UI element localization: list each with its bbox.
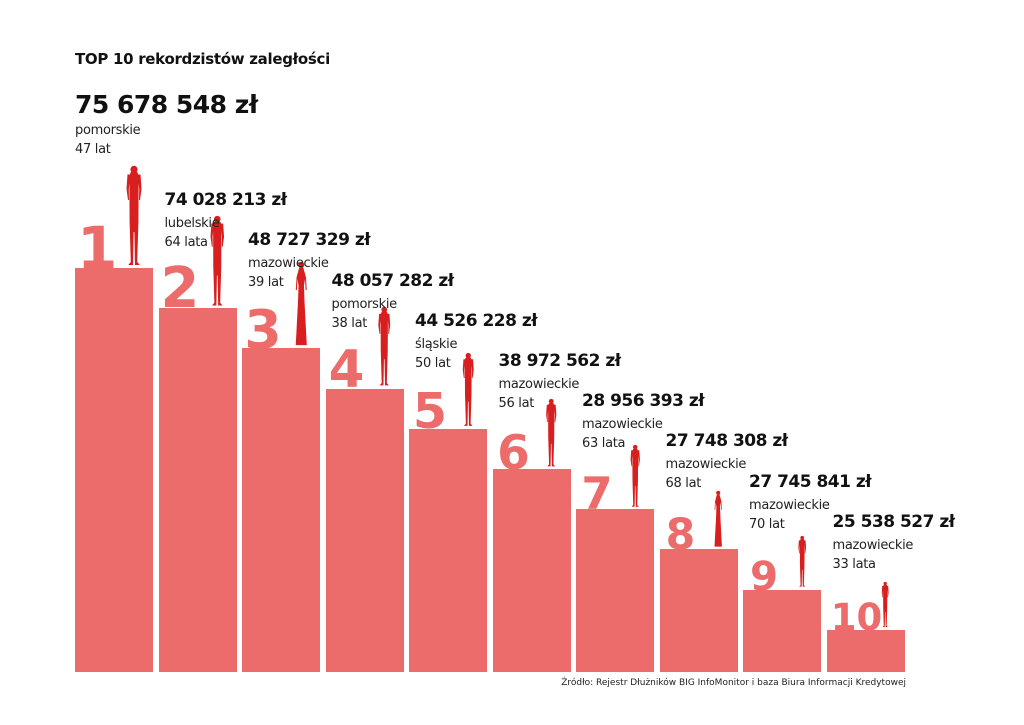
rank-number-9: 9 [749, 551, 779, 600]
amount-label-6: 38 972 562 zł [498, 351, 622, 371]
region-label-5: śląskie [415, 336, 458, 352]
region-label-10: mazowieckie [832, 537, 914, 553]
bar-2 [158, 308, 237, 672]
age-label-5: 50 lat [415, 355, 451, 371]
man-figure-icon [630, 444, 640, 507]
amount-label-5: 44 526 228 zł [415, 310, 538, 331]
rank-number-3: 3 [244, 298, 282, 362]
rank-number-7: 7 [581, 466, 613, 520]
bar-8 [659, 549, 738, 672]
rank-number-1: 1 [77, 214, 118, 283]
region-label-1: pomorskie [75, 123, 141, 138]
region-label-2: lubelskie [164, 216, 220, 232]
man-figure-icon [126, 165, 142, 265]
amount-label-3: 48 727 329 zł [248, 230, 371, 251]
bar-7 [576, 509, 654, 672]
bar-5 [409, 428, 487, 672]
age-label-2: 64 lata [164, 235, 209, 251]
region-label-6: mazowieckie [498, 377, 580, 392]
man-figure-icon [882, 582, 889, 628]
bar-3 [242, 348, 320, 672]
man-figure-icon [462, 353, 474, 427]
man-figure-icon [378, 307, 391, 386]
region-label-4: pomorskie [331, 296, 398, 312]
man-figure-icon [546, 398, 557, 467]
man-figure-icon [210, 215, 225, 306]
age-label-10: 33 lata [832, 556, 877, 572]
region-label-9: mazowieckie [749, 497, 830, 513]
region-label-7: mazowieckie [582, 417, 663, 433]
rank-number-6: 6 [497, 425, 530, 481]
bar-9 [743, 589, 821, 672]
region-label-8: mazowieckie [665, 457, 747, 473]
man-figure-icon [798, 536, 806, 588]
rank-number-10: 10 [830, 595, 883, 639]
woman-figure-icon [295, 261, 307, 345]
bar-4 [325, 388, 404, 672]
age-label-4: 38 lat [331, 315, 368, 331]
woman-figure-icon [714, 490, 723, 547]
rank-number-5: 5 [412, 382, 448, 441]
amount-label-1: 75 678 548 zł [75, 90, 258, 119]
bar-6 [492, 469, 571, 672]
amount-label-8: 27 748 308 zł [665, 431, 789, 452]
amount-label-2: 74 028 213 zł [164, 190, 288, 211]
bar-1 [75, 268, 153, 672]
amount-label-10: 25 538 527 zł [832, 511, 956, 532]
age-label-6: 56 lat [498, 396, 535, 411]
age-label-9: 70 lat [749, 516, 785, 532]
amount-label-7: 28 956 393 zł [582, 391, 705, 412]
source-note: Źródło: Rejestr Dłużników BIG InfoMonito… [561, 678, 906, 688]
amount-label-4: 48 057 282 zł [331, 270, 455, 291]
age-label-8: 68 lat [665, 476, 702, 492]
chart-title: TOP 10 rekordzistów zaległości [75, 50, 330, 68]
rank-number-4: 4 [328, 340, 365, 401]
rank-number-2: 2 [160, 256, 200, 322]
bar-10 [826, 629, 905, 672]
age-label-1: 47 lat [75, 142, 111, 157]
age-label-3: 39 lat [248, 275, 284, 291]
amount-label-9: 27 745 841 zł [749, 471, 872, 492]
rank-number-8: 8 [665, 509, 696, 560]
age-label-7: 63 lata [582, 436, 626, 452]
region-label-3: mazowieckie [248, 256, 329, 272]
